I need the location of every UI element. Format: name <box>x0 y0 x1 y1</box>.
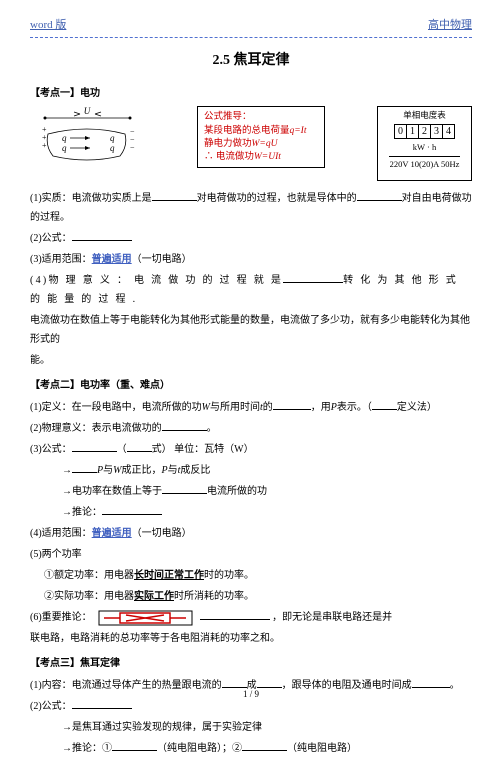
formula-line1: 某段电路的总电荷量q=It <box>204 125 318 138</box>
k2-p6b: 联电路，电路消耗的总功率等于各电阻消耗的功率之和。 <box>30 629 472 648</box>
svg-text:−: − <box>130 143 135 152</box>
k2-p1: (1)定义：在一段电路中，电流所做的功W与所用时间t的，用P表示。（定义法） <box>30 398 472 417</box>
k1-p2: (2)公式： <box>30 229 472 248</box>
formula-box: 公式推导： 某段电路的总电荷量q=It 静电力做功W=qU ∴ 电流做功W=UI… <box>197 106 325 168</box>
formula-line2: 静电力做功W=qU <box>204 138 318 151</box>
page-header: word 版 高中物理 <box>30 15 472 38</box>
formula-title: 公式推导： <box>204 111 318 124</box>
k2-p2: (2)物理意义：表示电流做功的。 <box>30 419 472 438</box>
circuit-diagram: U + + + − − − q q q q <box>30 106 145 166</box>
formula-line3: ∴ 电流做功W=UIt <box>204 151 318 164</box>
k1-p1: (1)实质：电流做功实质上是对电荷做功的过程，也就是导体中的对自由电荷做功的过程… <box>30 189 472 227</box>
k3-p2l1: →是焦耳通过实验发现的规律，属于实验定律 <box>30 718 472 737</box>
k2-p3l1: →P与W成正比，P与t成反比 <box>30 461 472 480</box>
svg-text:q: q <box>110 133 115 143</box>
k3-p2l2: →推论：①（纯电阻电路）；②（纯电阻电路） <box>30 739 472 758</box>
svg-text:q: q <box>62 143 67 153</box>
k2-p3l2: →电功率在数值上等于电流所做的功 <box>30 482 472 501</box>
k2-p6: (6)重要推论： ，即无论是串联电路还是并 <box>30 608 472 627</box>
meter-rating: 220V 10(20)A 50Hz <box>389 156 460 170</box>
k2-p5l1: ①额定功率：用电器长时间正常工作时的功率。 <box>30 566 472 585</box>
doc-title: 2.5 焦耳定律 <box>30 48 472 75</box>
k1-p3: (3)适用范围：普遍适用（一切电路） <box>30 250 472 269</box>
meter-box: 单相电度表 0 1 2 3 4 kW · h 220V 10(20)A 50Hz <box>377 106 472 181</box>
k1-p4b: 电流做功在数值上等于电能转化为其他形式能量的数量，电流做了多少功，就有多少电能转… <box>30 311 472 349</box>
k2-p3l3: →推论： <box>30 503 472 522</box>
k2-p5: (5)两个功率 <box>30 545 472 564</box>
k1-p4c: 能。 <box>30 351 472 370</box>
k2-p4: (4)适用范围：普遍适用（一切电路） <box>30 524 472 543</box>
header-subject: 高中物理 <box>428 15 472 36</box>
section-k1-title: 【考点一】电功 <box>30 84 472 103</box>
section-k2-title: 【考点二】电功率（重、难点） <box>30 376 472 395</box>
svg-text:+: + <box>42 141 47 150</box>
meter-digits: 0 1 2 3 4 <box>394 124 455 139</box>
svg-text:U: U <box>84 106 91 116</box>
k2-p3: (3)公式：（式） 单位：瓦特（W） <box>30 440 472 459</box>
k2-p5l2: ②实际功率：用电器实际工作时所消耗的功率。 <box>30 587 472 606</box>
section-k3-title: 【考点三】焦耳定律 <box>30 654 472 673</box>
meter-kwh: kW · h <box>413 142 436 153</box>
svg-text:q: q <box>62 133 67 143</box>
meter-title: 单相电度表 <box>403 110 446 121</box>
k1-figures-row: U + + + − − − q q q q 公式推导： 某段电路的总电荷量q=I… <box>30 106 472 181</box>
svg-text:q: q <box>110 143 115 153</box>
k1-p4a: (4)物 理 意 义 ： 电 流 做 功 的 过 程 就 是转 化 为 其 他 … <box>30 271 472 309</box>
header-word: word 版 <box>30 15 66 36</box>
resistor-graphic <box>98 610 193 626</box>
page-footer: 1 / 9 <box>0 686 502 703</box>
meter-digit: 4 <box>442 124 455 139</box>
